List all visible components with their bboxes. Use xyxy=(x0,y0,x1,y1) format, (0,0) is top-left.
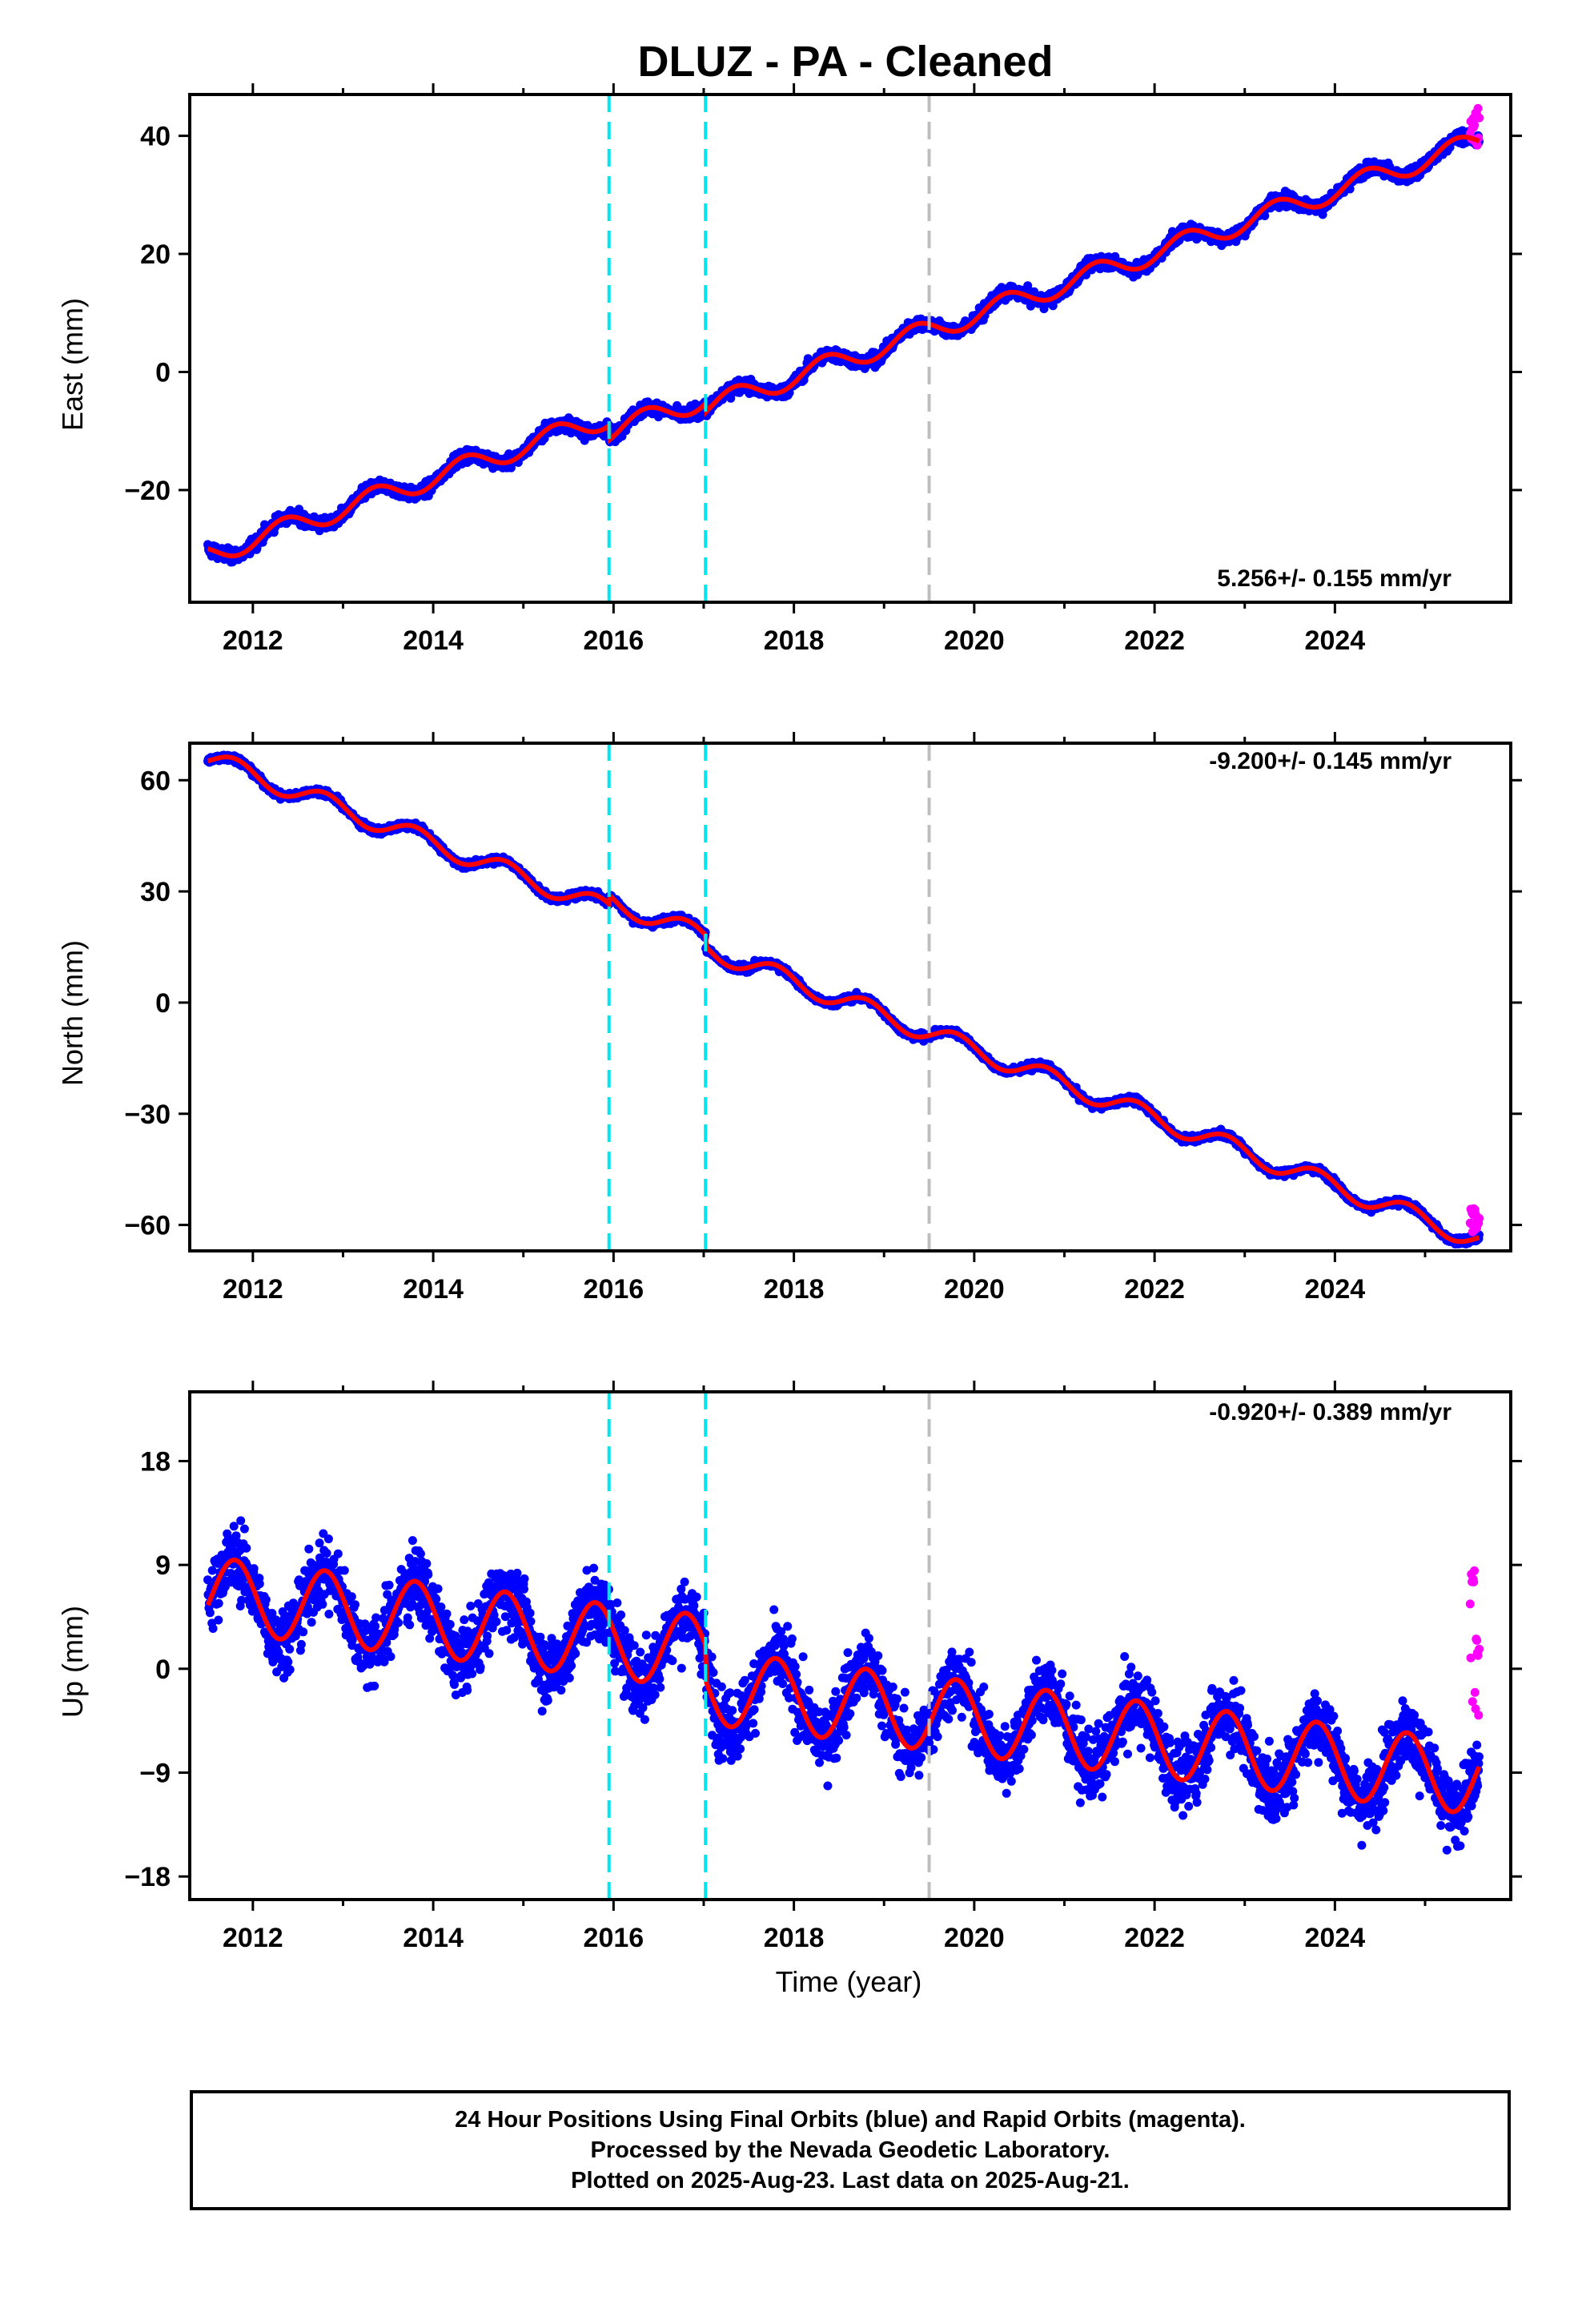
east-ytick-label: −20 xyxy=(124,476,171,506)
up-ylabel: Up (mm) xyxy=(56,1606,89,1718)
east-rate-label: 5.256+/- 0.155 mm/yr xyxy=(1217,565,1452,592)
north-data-layer xyxy=(203,750,1484,1248)
east-ytick-label: 40 xyxy=(140,122,171,152)
up-rate-label: -0.920+/- 0.389 mm/yr xyxy=(1209,1399,1452,1425)
chart-title: DLUZ - PA - Cleaned xyxy=(637,38,1053,86)
east-rapid-point xyxy=(1470,120,1480,130)
north-panel: North (mm) -9.200+/- 0.145 mm/yr xyxy=(56,748,1452,1086)
east-xtick-label: 2016 xyxy=(584,625,644,656)
east-rapid-point xyxy=(1475,113,1484,123)
east-xtick-label: 2018 xyxy=(764,625,825,656)
east-xtick-label: 2014 xyxy=(403,625,464,656)
east-xtick-label: 2022 xyxy=(1124,625,1185,656)
east-frame xyxy=(188,93,1512,604)
east-xtick-label: 2024 xyxy=(1305,625,1366,656)
up-panel: Up (mm) -0.920+/- 0.389 mm/yr xyxy=(56,1399,1452,1718)
east-ytick-label: 20 xyxy=(140,239,171,270)
east-ylabel: East (mm) xyxy=(56,298,89,431)
east-data-layer xyxy=(203,103,1484,567)
north-rate-label: -9.200+/- 0.145 mm/yr xyxy=(1209,748,1452,774)
east-xtick-label: 2012 xyxy=(223,625,283,656)
north-ylabel: North (mm) xyxy=(56,940,89,1086)
x-axis-label: Time (year) xyxy=(776,1965,922,1998)
east-panel: East (mm) 5.256+/- 0.155 mm/yr xyxy=(56,298,1452,592)
east-rapid-point xyxy=(1473,103,1483,113)
east-plot-area: 40 20 0 −20 2012 2014 2016 2018 2020 2022 2024 xyxy=(124,83,1522,656)
east-ytick-label: 0 xyxy=(155,357,171,388)
east-xtick-label: 2020 xyxy=(944,625,1005,656)
